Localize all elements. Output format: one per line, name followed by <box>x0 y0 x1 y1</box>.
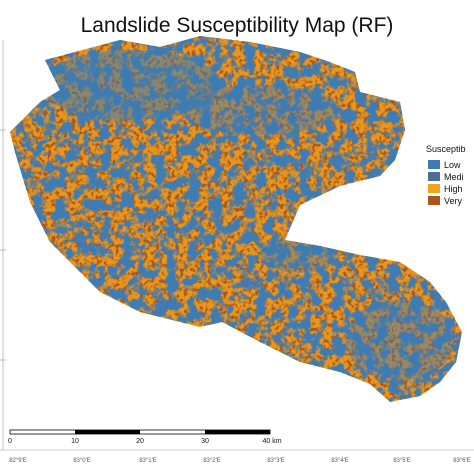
legend-label: Medi <box>444 172 464 182</box>
susceptibility-map <box>10 36 462 402</box>
scale-bar: 0 10 20 30 40 km <box>8 429 282 445</box>
legend: Susceptib Low Medi High Very <box>426 144 466 206</box>
scale-label: 40 km <box>262 438 281 445</box>
lon-label: 83°1'E <box>139 458 157 464</box>
legend-label: High <box>444 184 463 194</box>
lon-label: 82°9'E <box>9 458 27 464</box>
legend-title: Susceptib <box>426 144 466 154</box>
legend-swatch <box>428 160 440 169</box>
legend-label: Very <box>444 196 463 206</box>
lon-label: 83°2'E <box>203 458 221 464</box>
longitude-labels: 82°9'E 83°0'E 83°1'E 83°2'E 83°3'E 83°4'… <box>9 458 471 464</box>
legend-swatch <box>428 196 440 205</box>
frame <box>0 40 474 451</box>
lon-label: 83°5'E <box>393 458 411 464</box>
lon-label: 83°4'E <box>331 458 349 464</box>
legend-label: Low <box>444 160 461 170</box>
lon-label: 83°3'E <box>267 458 285 464</box>
legend-swatch <box>428 172 440 181</box>
map-title: Landslide Susceptibility Map (RF) <box>81 14 394 37</box>
lon-label: 83°6'E <box>453 458 471 464</box>
scale-label: 0 <box>8 438 12 445</box>
legend-swatch <box>428 184 440 193</box>
scale-label: 20 <box>136 438 144 445</box>
lon-label: 83°0'E <box>73 458 91 464</box>
scale-label: 30 <box>201 438 209 445</box>
scale-label: 10 <box>71 438 79 445</box>
